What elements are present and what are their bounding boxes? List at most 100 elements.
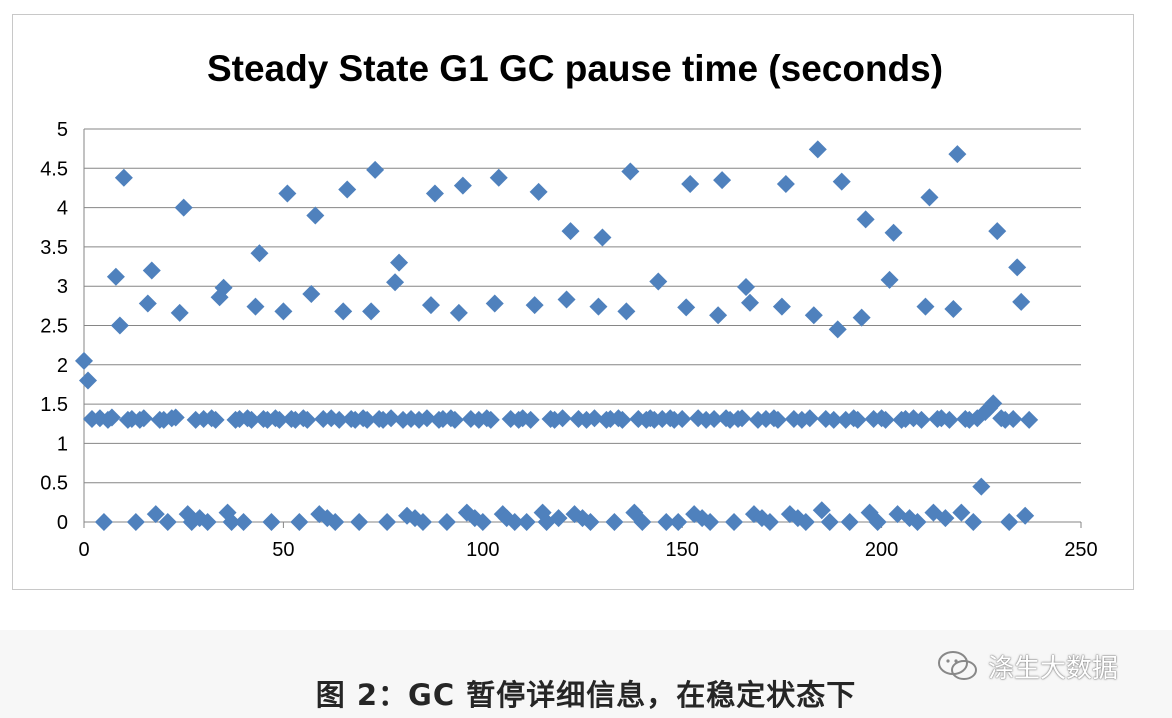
data-point xyxy=(170,303,189,322)
data-point xyxy=(298,410,317,429)
data-point xyxy=(733,409,752,428)
data-point xyxy=(557,290,576,309)
x-tick-label: 250 xyxy=(1064,539,1097,561)
data-point xyxy=(561,222,580,241)
data-point xyxy=(246,297,265,316)
data-point xyxy=(1012,292,1031,311)
data-point xyxy=(290,513,309,531)
data-point xyxy=(421,296,440,315)
data-point xyxy=(673,410,692,429)
data-point xyxy=(988,222,1007,241)
data-point xyxy=(908,513,927,531)
data-point xyxy=(214,278,233,297)
data-point xyxy=(138,294,157,313)
data-point xyxy=(330,410,349,429)
data-point xyxy=(382,409,401,428)
data-point xyxy=(856,210,875,229)
data-point xyxy=(649,272,668,291)
data-point xyxy=(134,409,153,428)
data-point xyxy=(94,513,113,531)
data-point xyxy=(481,410,500,429)
data-point xyxy=(489,168,508,187)
data-point xyxy=(114,168,133,187)
data-point xyxy=(142,261,161,280)
data-point xyxy=(278,184,297,203)
data-point xyxy=(701,513,720,531)
data-point xyxy=(633,513,652,531)
data-series xyxy=(75,140,1039,531)
data-point xyxy=(740,293,759,312)
data-point xyxy=(1008,258,1027,277)
data-point xyxy=(705,410,724,429)
data-point xyxy=(198,513,217,531)
data-point xyxy=(884,223,903,242)
data-point xyxy=(824,410,843,429)
data-point xyxy=(737,277,756,296)
data-point xyxy=(437,513,456,531)
data-point xyxy=(146,505,165,524)
data-point xyxy=(948,145,967,164)
data-point xyxy=(425,184,444,203)
data-point xyxy=(677,298,696,317)
data-point xyxy=(529,182,548,201)
data-point xyxy=(525,296,544,315)
data-point xyxy=(206,410,225,429)
x-tick-label: 50 xyxy=(272,539,294,561)
data-point xyxy=(334,302,353,321)
data-point xyxy=(378,513,397,531)
data-point xyxy=(250,244,269,263)
watermark-text: 涤生大数据 xyxy=(988,653,1119,684)
data-point xyxy=(880,270,899,289)
wechat-bubble-icon xyxy=(936,649,980,683)
data-point xyxy=(593,228,612,247)
data-point xyxy=(417,409,436,428)
data-point xyxy=(1020,410,1039,429)
y-tick-label: 4 xyxy=(57,198,68,220)
figure-caption: 图 2：GC 暂停详细信息，在稳定状态下 xyxy=(315,678,857,712)
data-point xyxy=(485,294,504,313)
data-point xyxy=(505,513,524,531)
data-point xyxy=(876,410,895,429)
data-point xyxy=(102,408,121,427)
data-point xyxy=(952,503,971,522)
data-point xyxy=(617,302,636,321)
data-point xyxy=(445,410,464,429)
data-point xyxy=(413,513,432,531)
data-point xyxy=(589,297,608,316)
data-point xyxy=(362,302,381,321)
y-tick-label: 2.5 xyxy=(40,316,68,338)
data-point xyxy=(776,175,795,194)
y-tick-label: 0.5 xyxy=(40,473,68,495)
data-point xyxy=(912,410,931,429)
data-point xyxy=(350,513,369,531)
data-point xyxy=(709,306,728,325)
data-point xyxy=(521,410,540,429)
data-point xyxy=(174,198,193,217)
y-tick-label: 2 xyxy=(57,355,68,377)
y-tick-label: 3 xyxy=(57,276,68,298)
x-tick-label: 200 xyxy=(865,539,898,561)
data-point xyxy=(581,513,600,531)
scatter-chart: Steady State G1 GC pause time (seconds) … xyxy=(40,48,1098,561)
data-point xyxy=(713,171,732,190)
data-point xyxy=(106,267,125,286)
data-point xyxy=(768,410,787,429)
data-point xyxy=(110,316,129,335)
data-point xyxy=(306,206,325,225)
data-point xyxy=(1000,513,1019,531)
data-point xyxy=(549,509,568,528)
data-point xyxy=(473,513,492,531)
data-point xyxy=(274,302,293,321)
data-point xyxy=(812,501,831,520)
data-point xyxy=(828,320,847,339)
data-point xyxy=(916,297,935,316)
y-tick-label: 3.5 xyxy=(40,237,68,259)
y-tick-label: 4.5 xyxy=(40,158,68,180)
data-point xyxy=(242,410,261,429)
data-point xyxy=(657,513,676,531)
data-point xyxy=(158,513,177,531)
data-point xyxy=(669,513,688,531)
chart-area[interactable]: Steady State G1 GC pause time (seconds) … xyxy=(12,14,1134,590)
data-point xyxy=(358,410,377,429)
data-point xyxy=(585,409,604,428)
